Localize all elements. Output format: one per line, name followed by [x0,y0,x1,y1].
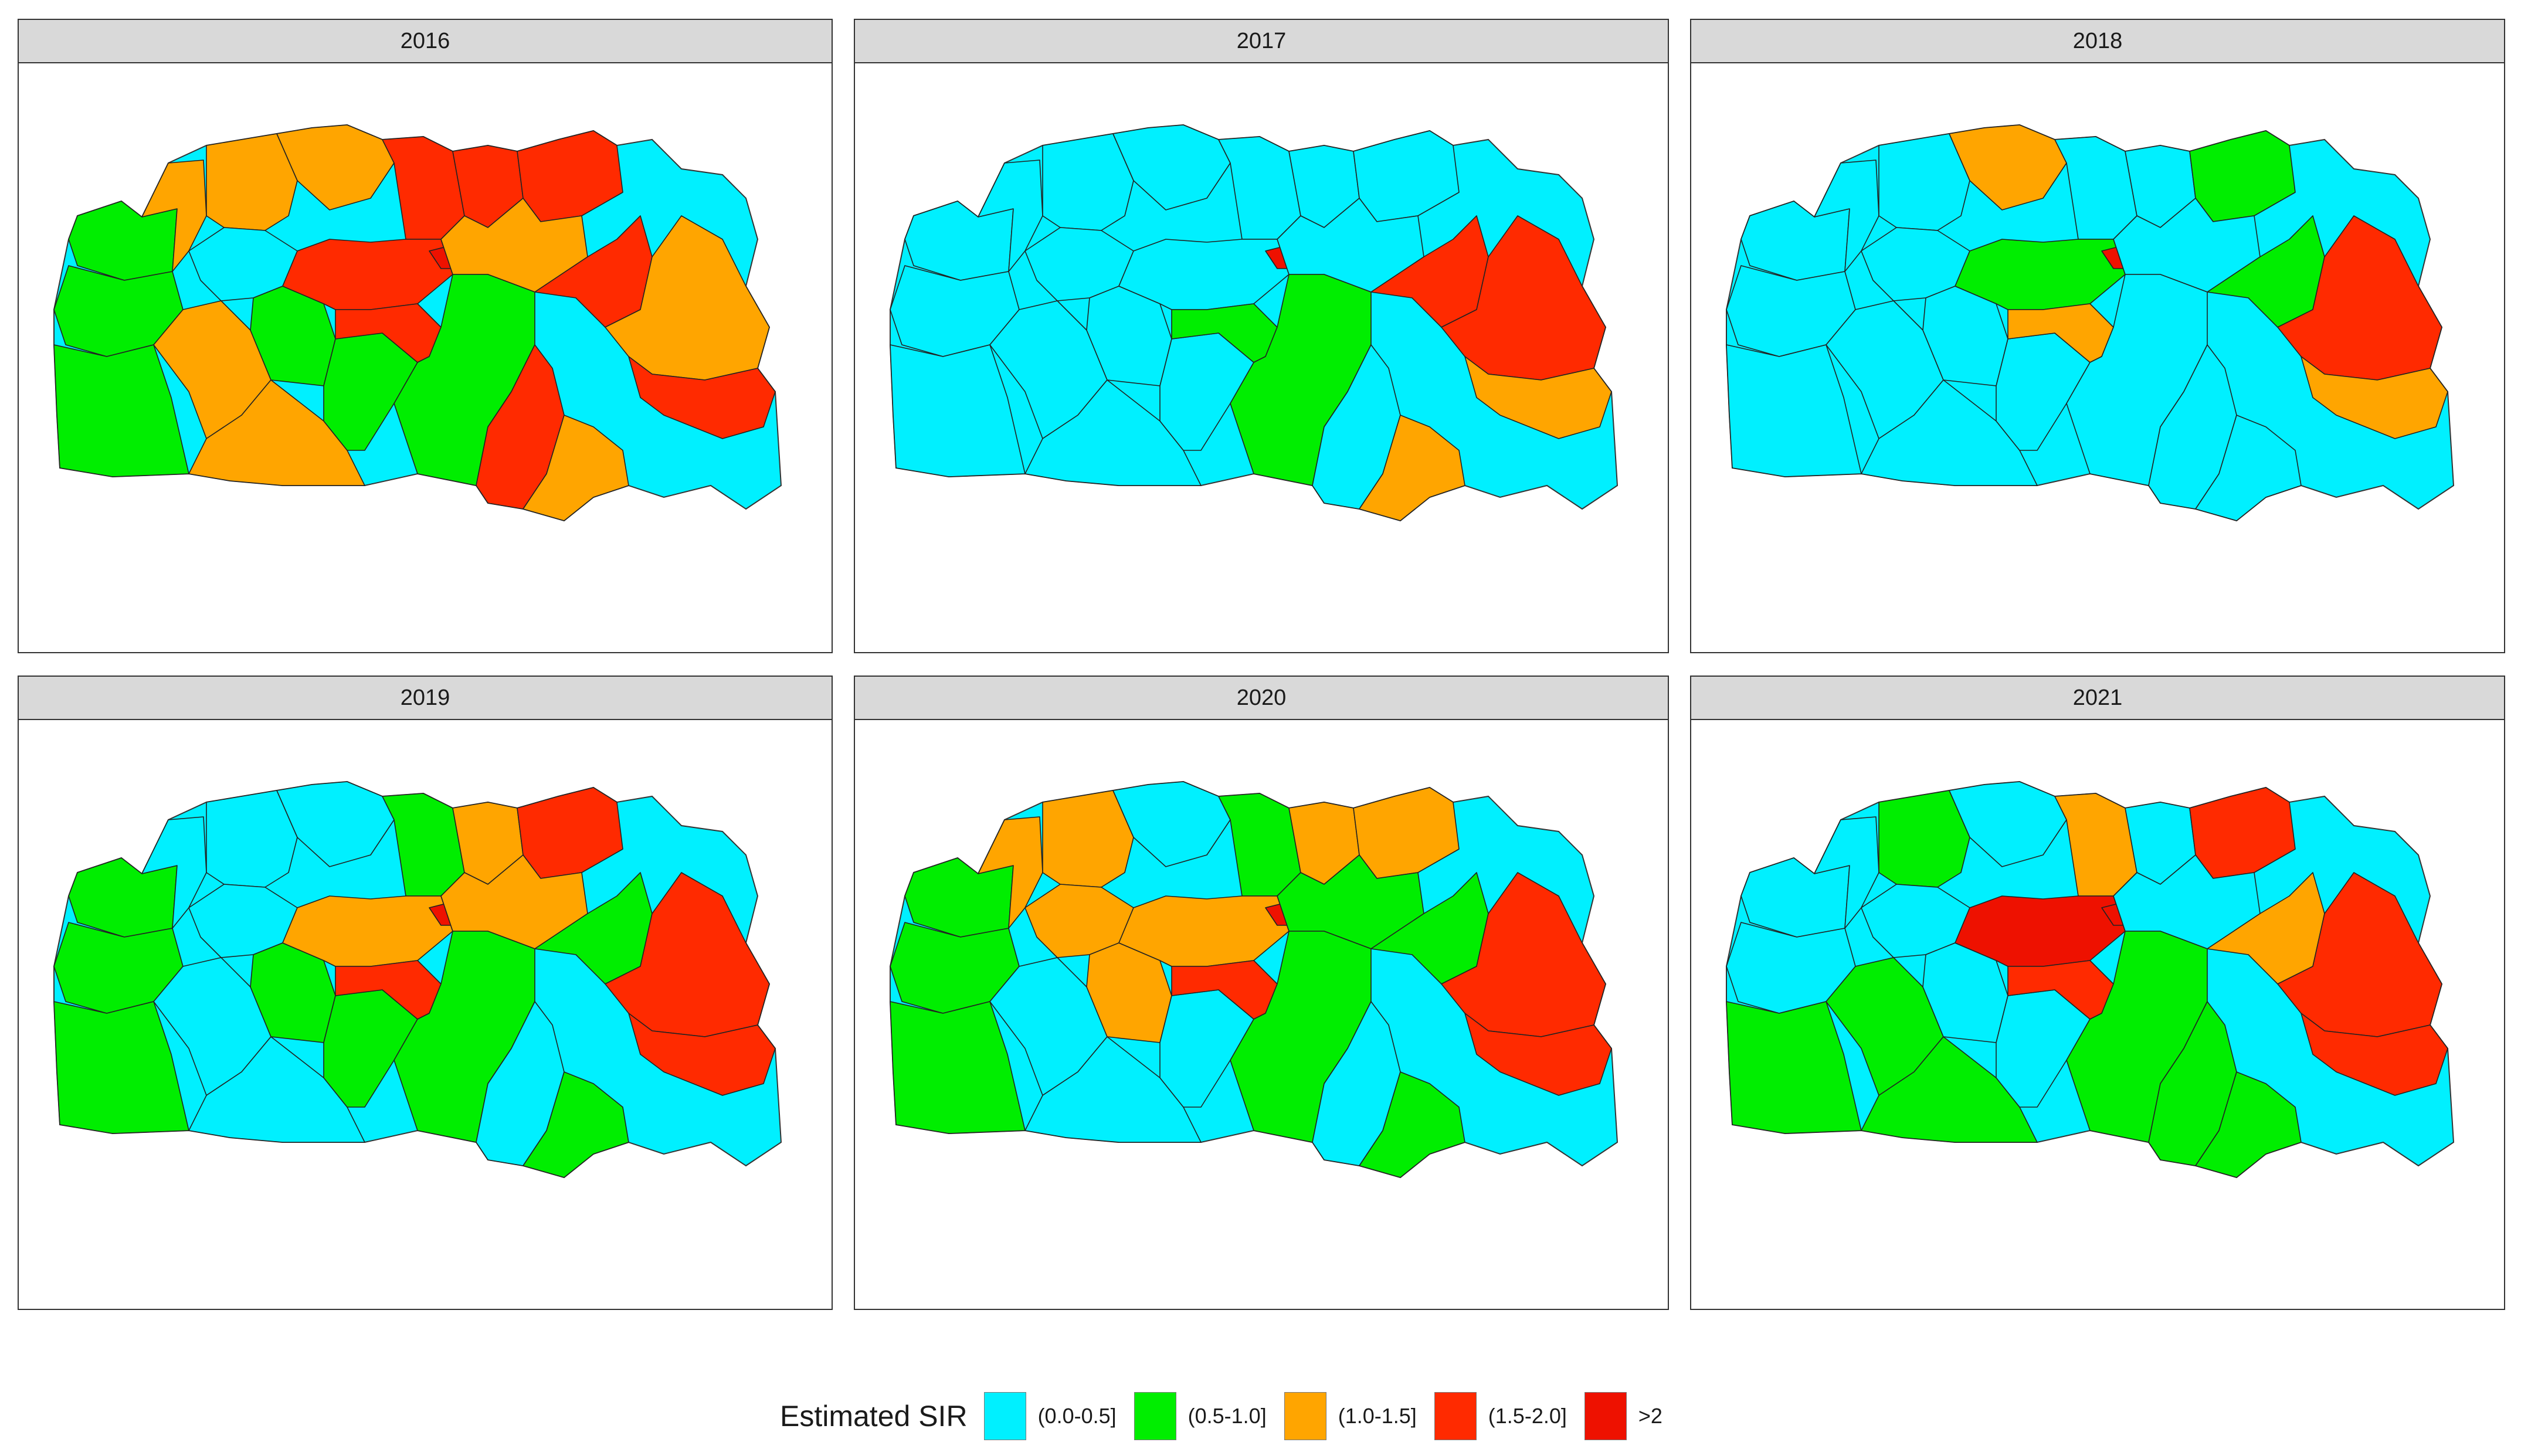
district-region-5 [141,816,207,929]
district-region-5 [978,816,1043,929]
province-map [890,124,1619,522]
district-region-6 [1878,133,1970,231]
district-region-9 [1086,286,1172,386]
district-region-5 [1814,159,1879,272]
map-plot-area [1690,719,2505,1310]
district-region-9 [250,942,336,1043]
district-region-5 [141,159,207,272]
district-region-5 [978,159,1043,272]
map-plot-area [18,62,833,653]
map-panel-2018: 2018 [1690,19,2505,653]
legend-label-3: (1.5-2.0] [1488,1404,1567,1428]
map-plot-area [854,62,1669,653]
district-region-19 [476,1001,565,1166]
legend-swatch-0 [983,1392,1026,1440]
district-region-19 [1312,1001,1401,1166]
district-region-6 [206,790,298,888]
district-region-19 [2148,1001,2237,1166]
district-region-23 [1464,356,1612,439]
legend-key-3: (1.5-2.0] [1434,1392,1567,1440]
legend-label-1: (0.5-1.0] [1187,1404,1267,1428]
district-region-20 [1359,1071,1465,1178]
district-region-20 [2195,1071,2302,1178]
district-region-19 [2148,344,2237,510]
panel-strip-label: 2016 [18,19,833,63]
map-panel-2019: 2019 [18,676,833,1310]
province-map [1726,780,2455,1179]
panel-strip-label: 2018 [1690,19,2505,63]
district-region-23 [628,1013,776,1096]
legend-key-4: >2 [1584,1392,1662,1440]
district-region-20 [522,415,629,521]
province-map [1726,124,2455,522]
district-region-23 [1464,1013,1612,1096]
legend-label-2: (1.0-1.5] [1338,1404,1417,1428]
province-map [890,780,1619,1179]
panel-strip-label: 2019 [18,676,833,720]
district-region-20 [522,1071,629,1178]
province-map [53,780,782,1179]
map-legend: Estimated SIR (0.0-0.5] (0.5-1.0] (1.0-1… [780,1390,1680,1443]
panel-strip-label: 2020 [854,676,1669,720]
district-region-23 [2301,356,2448,439]
district-region-23 [628,356,776,439]
legend-swatch-3 [1434,1392,1477,1440]
district-region-9 [1086,942,1172,1043]
map-panel-2020: 2020 [854,676,1669,1310]
district-region-6 [206,133,298,231]
district-region-20 [2195,415,2302,521]
legend-key-1: (0.5-1.0] [1134,1392,1267,1440]
legend-swatch-2 [1284,1392,1326,1440]
district-region-6 [1878,790,1970,888]
district-region-19 [1312,344,1401,510]
district-region-5 [1814,816,1879,929]
map-panel-2016: 2016 [18,19,833,653]
map-panel-2017: 2017 [854,19,1669,653]
province-map [53,124,782,522]
district-region-9 [1922,286,2008,386]
district-region-20 [1359,415,1465,521]
legend-key-0: (0.0-0.5] [983,1392,1117,1440]
map-panel-2021: 2021 [1690,676,2505,1310]
district-region-9 [250,286,336,386]
district-region-6 [1042,790,1134,888]
legend-title: Estimated SIR [780,1400,968,1433]
map-plot-area [1690,62,2505,653]
legend-label-4: >2 [1638,1404,1662,1428]
district-region-23 [2301,1013,2448,1096]
map-plot-area [18,719,833,1310]
legend-swatch-1 [1134,1392,1176,1440]
district-region-19 [476,344,565,510]
map-plot-area [854,719,1669,1310]
district-region-6 [1042,133,1134,231]
legend-swatch-4 [1584,1392,1627,1440]
panel-strip-label: 2017 [854,19,1669,63]
district-region-9 [1922,942,2008,1043]
legend-label-0: (0.0-0.5] [1037,1404,1117,1428]
legend-key-2: (1.0-1.5] [1284,1392,1417,1440]
panel-strip-label: 2021 [1690,676,2505,720]
